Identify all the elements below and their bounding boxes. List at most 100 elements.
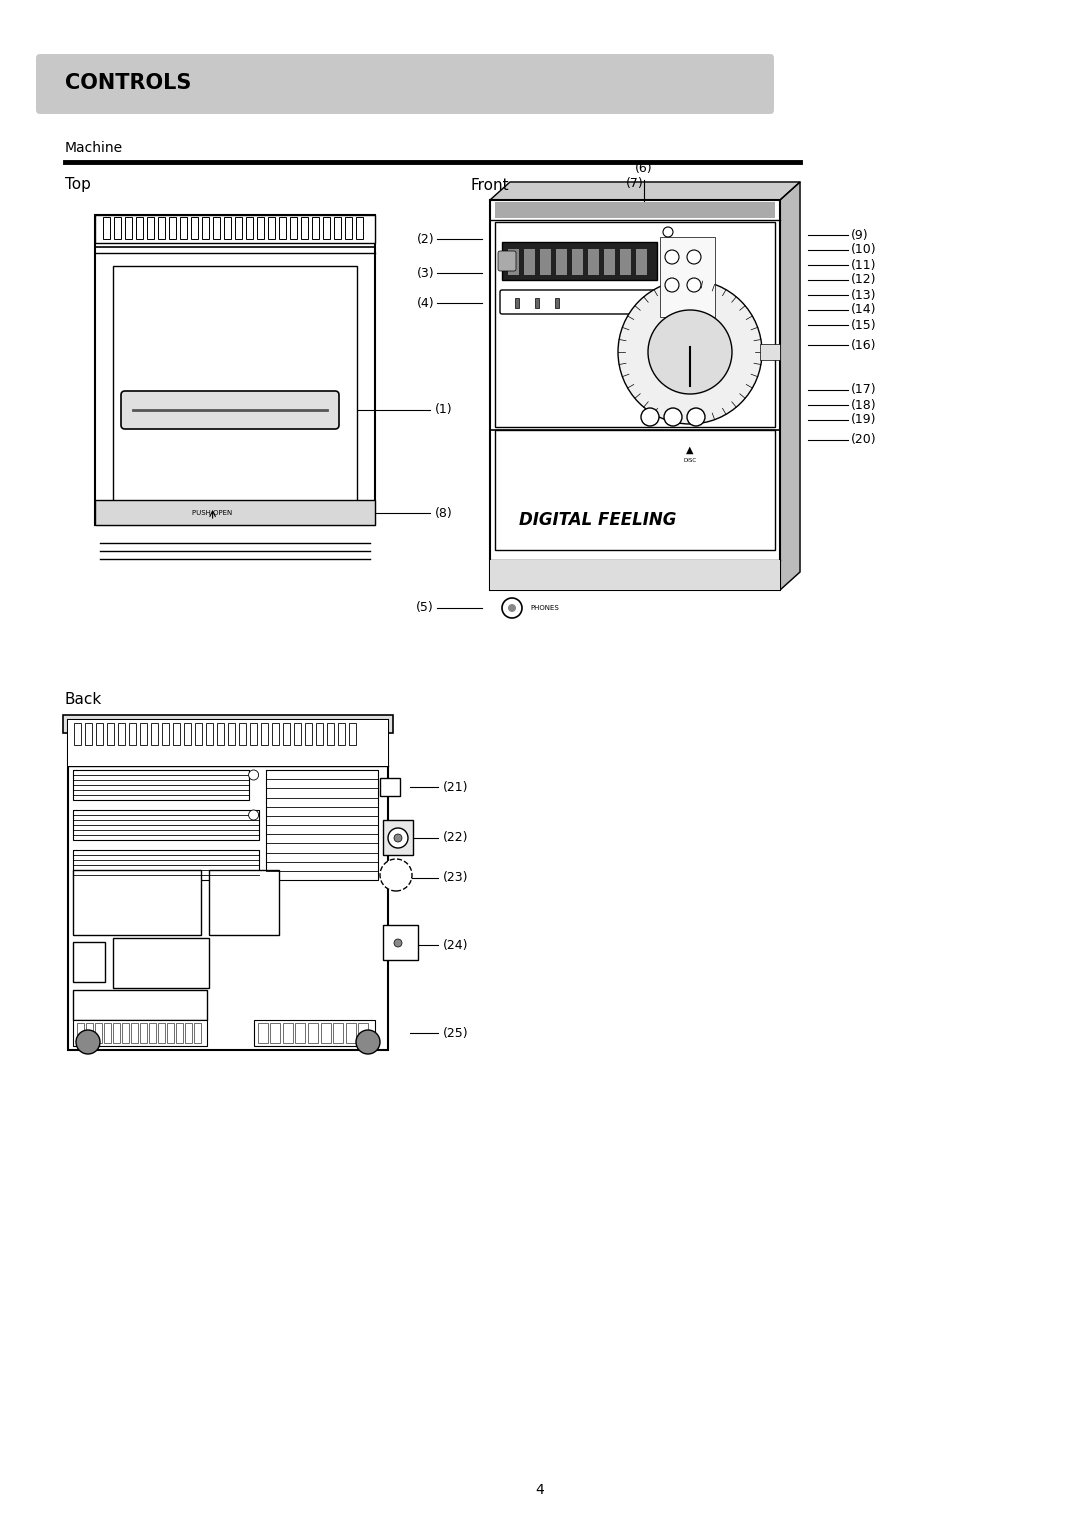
Text: (10): (10) xyxy=(851,244,877,256)
Text: 4: 4 xyxy=(536,1483,544,1497)
Bar xyxy=(524,249,535,275)
Text: Front: Front xyxy=(470,177,509,192)
Circle shape xyxy=(76,1030,100,1054)
Circle shape xyxy=(665,278,679,291)
Text: (22): (22) xyxy=(443,832,469,844)
Text: (12): (12) xyxy=(851,273,877,287)
Bar xyxy=(291,217,297,240)
FancyBboxPatch shape xyxy=(36,53,774,114)
FancyBboxPatch shape xyxy=(498,250,516,272)
Bar xyxy=(283,723,291,745)
Text: (11): (11) xyxy=(851,258,877,272)
Bar xyxy=(246,217,253,240)
Text: (4): (4) xyxy=(417,296,434,310)
Bar xyxy=(140,1022,147,1042)
Bar xyxy=(77,1022,84,1042)
Text: (9): (9) xyxy=(851,229,868,241)
Bar xyxy=(208,870,280,935)
Circle shape xyxy=(248,771,258,780)
Bar xyxy=(334,217,341,240)
Circle shape xyxy=(664,407,681,426)
Bar xyxy=(185,1022,192,1042)
Bar xyxy=(73,850,258,881)
Bar xyxy=(213,217,220,240)
Bar xyxy=(129,723,136,745)
Bar xyxy=(235,217,242,240)
Bar xyxy=(268,217,275,240)
Bar xyxy=(257,217,264,240)
Bar xyxy=(96,723,103,745)
Bar xyxy=(167,1022,174,1042)
Text: (21): (21) xyxy=(443,780,469,794)
Circle shape xyxy=(687,278,701,291)
Text: (8): (8) xyxy=(435,507,453,519)
Polygon shape xyxy=(490,182,800,200)
Bar xyxy=(327,723,334,745)
Bar xyxy=(73,870,201,935)
Circle shape xyxy=(508,604,516,612)
Bar xyxy=(357,1022,367,1042)
Text: (3): (3) xyxy=(417,267,434,279)
Bar xyxy=(158,217,165,240)
Bar xyxy=(112,938,208,987)
Bar xyxy=(136,217,143,240)
Text: (16): (16) xyxy=(851,339,877,351)
Bar xyxy=(508,249,519,275)
Bar xyxy=(380,778,400,797)
Bar xyxy=(356,217,363,240)
Bar xyxy=(113,266,357,513)
Bar xyxy=(604,249,615,275)
Bar xyxy=(131,1022,138,1042)
Text: PUSH OPEN: PUSH OPEN xyxy=(192,510,232,516)
Bar xyxy=(228,723,235,745)
Bar xyxy=(202,217,210,240)
Bar xyxy=(195,723,202,745)
Bar xyxy=(73,771,249,800)
Bar xyxy=(495,430,775,549)
Bar xyxy=(168,217,176,240)
Bar xyxy=(147,217,154,240)
Bar xyxy=(308,1022,318,1042)
Bar xyxy=(95,215,375,525)
Text: (19): (19) xyxy=(851,414,877,426)
Bar xyxy=(295,1022,305,1042)
Bar xyxy=(249,723,257,745)
Bar xyxy=(140,723,147,745)
Bar xyxy=(125,217,132,240)
Bar xyxy=(258,1022,268,1042)
Bar xyxy=(495,201,775,218)
Bar xyxy=(490,200,780,591)
Circle shape xyxy=(356,1030,380,1054)
Bar xyxy=(760,343,780,360)
Text: (14): (14) xyxy=(851,304,877,316)
Bar xyxy=(73,1019,207,1045)
Bar xyxy=(118,723,125,745)
Bar xyxy=(490,560,780,591)
Bar xyxy=(73,810,258,839)
Circle shape xyxy=(380,859,411,891)
Bar xyxy=(184,723,191,745)
Bar xyxy=(383,819,413,855)
Bar xyxy=(239,723,246,745)
Circle shape xyxy=(394,938,402,948)
Bar xyxy=(535,298,539,308)
Bar xyxy=(312,217,319,240)
Bar xyxy=(572,249,583,275)
Text: DISC: DISC xyxy=(684,458,697,462)
Bar xyxy=(346,1022,355,1042)
Bar xyxy=(114,217,121,240)
Bar xyxy=(180,217,187,240)
Circle shape xyxy=(665,250,679,264)
Bar xyxy=(158,1022,165,1042)
Text: (2): (2) xyxy=(417,232,434,246)
Bar xyxy=(107,723,114,745)
Text: (24): (24) xyxy=(443,938,469,952)
Bar xyxy=(86,1022,93,1042)
Bar xyxy=(68,720,388,1050)
Bar xyxy=(267,771,378,881)
FancyBboxPatch shape xyxy=(500,290,659,314)
Text: CONTROLS: CONTROLS xyxy=(65,73,191,93)
Bar xyxy=(63,716,393,732)
Text: Top: Top xyxy=(65,177,91,192)
Text: (17): (17) xyxy=(851,383,877,397)
